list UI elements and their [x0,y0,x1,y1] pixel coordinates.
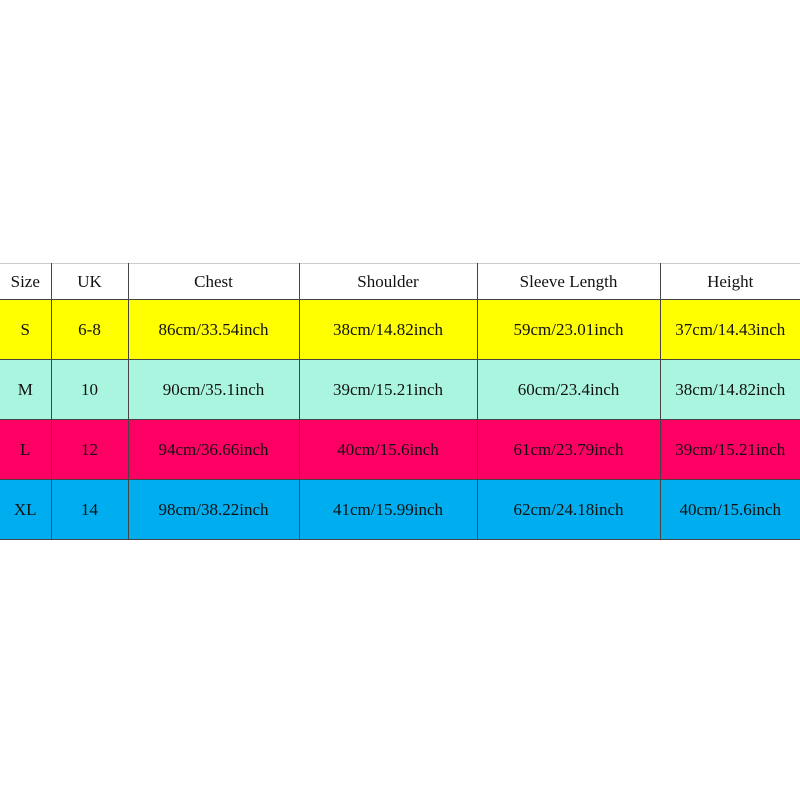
cell-chest: 90cm/35.1inch [127,359,300,420]
cell-uk: 12 [50,419,129,480]
cell-shoulder: 40cm/15.6inch [298,419,478,480]
cell-shoulder: 38cm/14.82inch [298,299,478,360]
cell-sleeve-length: 62cm/24.18inch [476,479,661,540]
cell-uk: 6-8 [50,299,129,360]
table-row: XL 14 98cm/38.22inch 41cm/15.99inch 62cm/24.… [0,479,800,540]
header-row: Size UK Chest Shoulder Sleeve Length Hei… [0,263,800,300]
cell-uk: 14 [50,479,129,540]
header-height: Height [659,263,800,300]
cell-uk: 10 [50,359,129,420]
cell-size: M [0,359,52,420]
cell-chest: 86cm/33.54inch [127,299,300,360]
cell-shoulder: 41cm/15.99inch [298,479,478,540]
table-row: S 6-8 86cm/33.54inch 38cm/14.82inch 59cm/23.… [0,299,800,360]
header-uk: UK [50,263,129,300]
header-chest: Chest [127,263,300,300]
cell-height: 40cm/15.6inch [659,479,800,540]
table-row: M 10 90cm/35.1inch 39cm/15.21inch 60cm/23.4i… [0,359,800,420]
cell-height: 38cm/14.82inch [659,359,800,420]
cell-sleeve-length: 61cm/23.79inch [476,419,661,480]
cell-height: 39cm/15.21inch [659,419,800,480]
size-chart-table: Size UK Chest Shoulder Sleeve Length Hei… [0,263,800,540]
cell-sleeve-length: 59cm/23.01inch [476,299,661,360]
header-sleeve-length: Sleeve Length [476,263,661,300]
cell-size: XL [0,479,52,540]
table-row: L 12 94cm/36.66inch 40cm/15.6inch 61cm/23.79… [0,419,800,480]
cell-sleeve-length: 60cm/23.4inch [476,359,661,420]
header-shoulder: Shoulder [298,263,478,300]
cell-chest: 98cm/38.22inch [127,479,300,540]
cell-shoulder: 39cm/15.21inch [298,359,478,420]
cell-size: S [0,299,52,360]
cell-chest: 94cm/36.66inch [127,419,300,480]
header-size: Size [0,263,52,300]
cell-height: 37cm/14.43inch [659,299,800,360]
cell-size: L [0,419,52,480]
